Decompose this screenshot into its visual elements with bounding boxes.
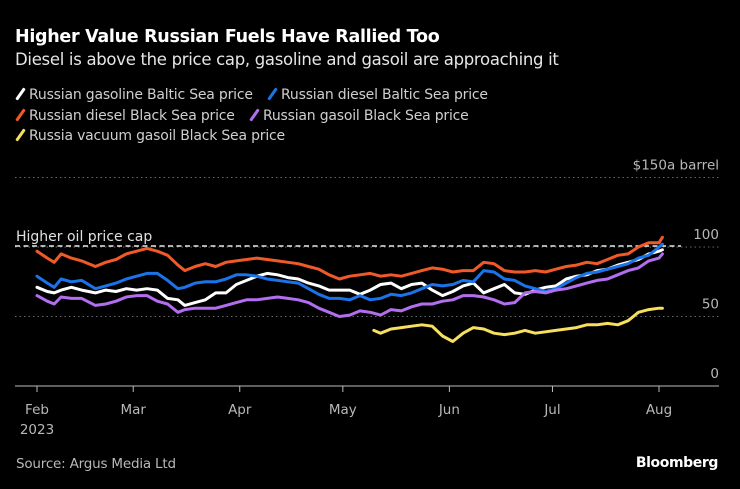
y-tick-label-150: $150a barrel <box>633 158 719 174</box>
x-tick-label-jul: Jul <box>543 402 560 418</box>
series-line-russian-gasoil-black-sea-price <box>35 252 664 318</box>
y-tick-label-50: 50 <box>702 297 719 313</box>
source-note: Source: Argus Media Ltd <box>16 456 176 472</box>
y-tick-label-100: 100 <box>693 227 719 243</box>
x-tick-sublabel-year: 2023 <box>20 422 54 438</box>
x-tick-label-aug: Aug <box>646 402 672 418</box>
legend-item-vacuum-gasoil-black-sea: Russia vacuum gasoil Black Sea price <box>15 126 285 147</box>
x-tick-label-jun: Jun <box>438 402 460 418</box>
legend-label: Russian diesel Baltic Sea price <box>281 87 488 103</box>
series-line-russian-gasoline-baltic-sea-price <box>35 248 664 307</box>
price-cap-label: Higher oil price cap <box>16 229 152 245</box>
series-line-russia-vacuum-gasoil-black-sea-price <box>372 306 664 343</box>
legend-label: Russian gasoline Baltic Sea price <box>29 87 253 103</box>
legend-item-diesel-baltic: Russian diesel Baltic Sea price <box>267 85 488 106</box>
series-line-russian-diesel-black-sea-price <box>35 235 664 281</box>
legend-item-diesel-black-sea: Russian diesel Black Sea price <box>15 106 235 127</box>
series-line-russian-diesel-baltic-sea-price <box>35 242 664 302</box>
chart-subtitle: Diesel is above the price cap, gasoline … <box>15 50 559 69</box>
x-tick-label-may: May <box>329 402 357 418</box>
legend-label: Russian gasoil Black Sea price <box>262 107 469 124</box>
bloomberg-logo: Bloomberg <box>635 455 719 471</box>
chart-title: Higher Value Russian Fuels Have Rallied … <box>15 27 440 47</box>
y-tick-label-0: 0 <box>710 366 719 382</box>
legend-item-gasoline-baltic: Russian gasoline Baltic Sea price <box>15 85 253 106</box>
legend-label: Russia vacuum gasoil Black Sea price <box>29 128 285 144</box>
x-tick-label-mar: Mar <box>120 402 146 418</box>
x-tick-label-apr: Apr <box>228 402 252 418</box>
x-tick-label-feb: Feb <box>25 402 49 418</box>
legend-label: Russian diesel Black Sea price <box>29 107 235 124</box>
legend-item-gasoil-black-sea: Russian gasoil Black Sea price <box>249 106 469 127</box>
legend: Russian gasoline Baltic Sea price Russia… <box>15 85 498 147</box>
